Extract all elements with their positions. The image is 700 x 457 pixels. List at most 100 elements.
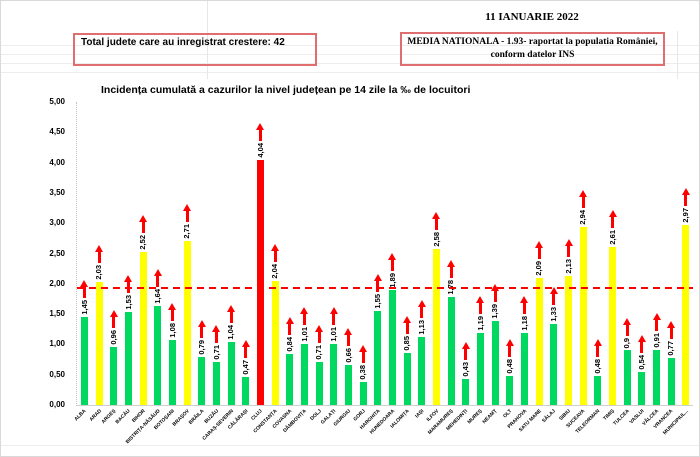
arrow-head [564, 239, 573, 247]
arrow-head [681, 188, 690, 196]
bar-group: 4,04 CLUJ [250, 102, 268, 422]
arrow-head [373, 274, 382, 282]
bar-value-label: 0,71 [314, 345, 324, 360]
increase-arrow-icon [417, 300, 426, 319]
bar [300, 344, 308, 405]
arrow-stem [581, 197, 585, 209]
arrow-stem [478, 303, 482, 315]
bar [653, 350, 661, 405]
bar-group: 1,53 BACĂU [115, 102, 136, 425]
y-tick-label: 2,50 [49, 248, 65, 258]
bar [623, 350, 631, 405]
arrow-stem [522, 303, 526, 315]
bar-group: 0,84 COVASNA [272, 102, 297, 430]
bar-value-label: 0,9 [622, 337, 632, 348]
increase-arrow-icon [241, 340, 250, 359]
bar-group: 0,71 DOLJ [309, 102, 327, 422]
y-tick-label: 0,50 [49, 369, 65, 379]
county-label: ARGEȘ [100, 408, 118, 426]
bar-value-label: 0,96 [108, 330, 118, 345]
bar [154, 306, 162, 405]
gridline [1, 445, 699, 446]
bar-value-label: 1,04 [226, 325, 236, 340]
arrow-head [652, 313, 661, 321]
arrow-stem [332, 314, 336, 326]
arrow-stem [214, 332, 218, 344]
bar [124, 312, 132, 405]
increase-arrow-icon [124, 275, 133, 294]
increase-arrow-icon [652, 313, 661, 332]
bar [344, 365, 352, 405]
y-tick-label: 3,00 [49, 218, 65, 228]
national-average-line2: conform datelor INS [490, 49, 575, 60]
increase-arrow-icon [359, 345, 368, 364]
bar-group: 0,77 VRANCEA [653, 102, 679, 430]
arrow-stem [493, 291, 497, 303]
bar-group: 2,97 MUNICIPIUL... [662, 102, 694, 436]
county-label: MUREȘ [467, 408, 485, 426]
arrow-head [168, 303, 177, 311]
bar-value-label: 0,71 [211, 345, 221, 360]
bar [462, 379, 470, 405]
increase-arrow-icon [388, 253, 397, 272]
bar-group: 0,96 ARGEȘ [100, 102, 121, 425]
bar-group: 0,85 IALOMIȚA [389, 102, 415, 430]
bar [609, 247, 617, 405]
bar [520, 333, 528, 405]
bar-group: 1,78MARAMUREȘ [427, 102, 459, 436]
bar-value-label: 0,84 [284, 337, 294, 352]
y-tick-label: 3,50 [49, 187, 65, 197]
national-average-box: MEDIA NATIONALA - 1.93- raportat la popu… [400, 32, 665, 66]
county-label: OLT [502, 408, 514, 420]
arrow-stem [420, 307, 424, 319]
increase-arrow-icon [461, 342, 470, 361]
bar-group: 0,54 VASLUI [628, 102, 650, 425]
arrow-head [593, 339, 602, 347]
bar-value-label: 1,01 [329, 327, 338, 342]
bar-group: 0,9 TULCEA [612, 102, 635, 427]
bar [491, 321, 499, 405]
bar [315, 362, 323, 405]
arrow-stem [170, 310, 174, 322]
arrow-stem [112, 317, 116, 329]
increase-arrow-icon [623, 317, 632, 336]
bar [256, 160, 264, 405]
bar-group: 1,13 IAȘI [414, 102, 429, 419]
bar-value-label: 1,55 [373, 294, 383, 309]
arrow-head [95, 245, 103, 253]
arrow-stem [625, 324, 629, 336]
increase-arrow-icon [197, 320, 206, 339]
arrow-stem [464, 349, 468, 361]
increase-arrow-icon [95, 245, 103, 264]
arrow-head [256, 123, 265, 131]
arrow-head [124, 275, 133, 283]
bar-value-label: 2,09 [534, 261, 544, 276]
bar [667, 358, 675, 405]
bar [227, 342, 235, 405]
increase-arrow-icon [564, 239, 573, 258]
bar-group: 1,01 DÂMBOVIȚA [282, 102, 312, 434]
arrow-head [505, 339, 514, 347]
arrow-stem [273, 251, 277, 263]
arrow-head [637, 335, 646, 343]
bar-value-label: 1,18 [519, 316, 529, 331]
increase-arrow-icon [139, 215, 148, 234]
arrow-head [300, 307, 309, 315]
bar [330, 344, 338, 405]
arrow-stem [537, 248, 541, 260]
arrow-stem [156, 276, 160, 288]
y-tick-label: 2,00 [49, 278, 65, 288]
increase-arrow-icon [593, 339, 602, 358]
arrow-stem [229, 312, 233, 324]
y-tick-label: 1,00 [49, 339, 65, 349]
arrow-head [241, 340, 250, 348]
increase-arrow-icon [681, 188, 690, 207]
increase-arrow-icon [505, 339, 514, 358]
gridline [1, 72, 699, 73]
arrow-stem [508, 346, 512, 358]
bar [374, 311, 382, 405]
arrow-head [329, 307, 338, 315]
bar-value-label: 0,77 [666, 341, 676, 356]
bar [110, 347, 118, 405]
increase-arrow-icon [637, 335, 646, 354]
